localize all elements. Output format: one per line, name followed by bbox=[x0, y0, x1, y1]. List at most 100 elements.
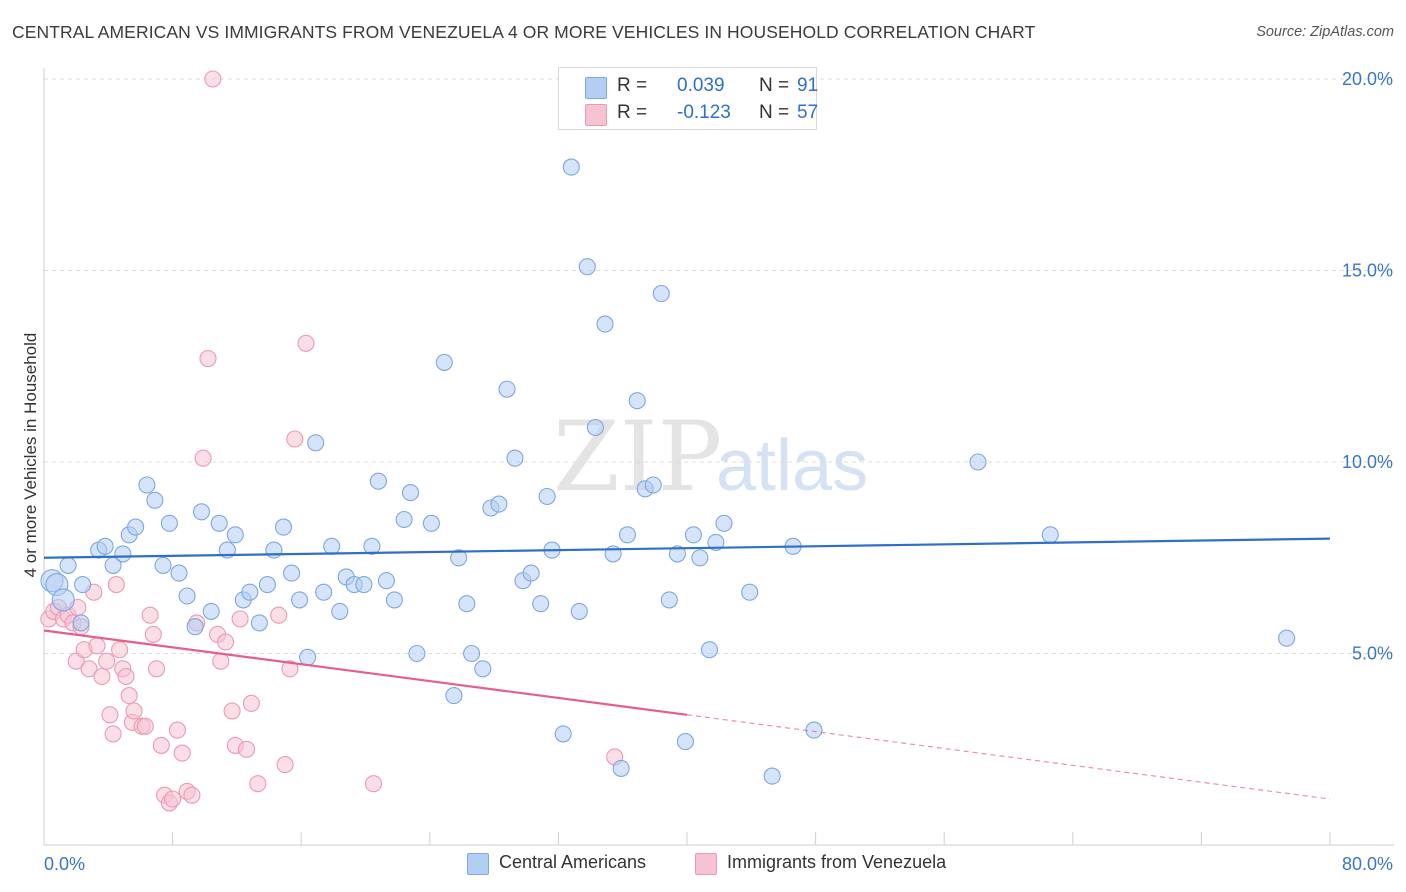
venezuela-point bbox=[173, 744, 191, 762]
venezuela-point bbox=[281, 660, 299, 678]
central-american-point bbox=[369, 472, 387, 490]
central-american-point bbox=[385, 591, 403, 609]
central-american-point bbox=[241, 583, 259, 601]
venezuela-point bbox=[237, 740, 256, 758]
venezuela-point bbox=[125, 702, 143, 720]
venezuela-point bbox=[217, 633, 235, 651]
central-american-point bbox=[586, 418, 604, 437]
blue-swatch bbox=[585, 77, 607, 99]
axes bbox=[43, 68, 1394, 846]
legend-label: Immigrants from Venezuela bbox=[727, 852, 947, 872]
central-american-point bbox=[570, 602, 588, 620]
r-label: R = bbox=[617, 75, 648, 96]
pink-swatch bbox=[585, 104, 607, 126]
venezuela-point bbox=[204, 70, 222, 88]
venezuela-point bbox=[111, 641, 129, 659]
central-american-point bbox=[691, 549, 709, 567]
y-tick-label: 15.0% bbox=[1342, 261, 1393, 281]
central-american-point bbox=[138, 476, 156, 494]
y-tick-label: 10.0% bbox=[1342, 452, 1393, 472]
central-american-point bbox=[596, 315, 614, 333]
grid bbox=[44, 78, 1394, 654]
source-label: Source: ZipAtlas.com bbox=[1256, 24, 1394, 40]
y-axis-label: 4 or more Vehicles in Household bbox=[21, 333, 40, 578]
venezuela-point bbox=[183, 786, 201, 804]
watermark-atlas: atlas bbox=[716, 426, 868, 506]
venezuela-point bbox=[286, 430, 304, 448]
central-american-point bbox=[192, 503, 211, 521]
central-american-point bbox=[554, 725, 572, 743]
n-value: 57 bbox=[797, 102, 819, 123]
venezuela-point bbox=[136, 717, 154, 735]
central-american-point bbox=[408, 644, 426, 663]
n-value: 91 bbox=[797, 75, 819, 96]
venezuela-point bbox=[141, 606, 159, 624]
venezuela-point bbox=[223, 702, 241, 720]
central-american-point bbox=[178, 587, 196, 605]
central-american-point bbox=[700, 641, 719, 659]
central-american-point bbox=[170, 564, 188, 582]
x-tick-label: 80.0% bbox=[1342, 854, 1393, 874]
central-american-point bbox=[258, 576, 276, 594]
central-american-point bbox=[490, 495, 508, 513]
central-american-point bbox=[51, 588, 75, 612]
venezuela-point bbox=[242, 694, 260, 712]
central-american-point bbox=[715, 514, 733, 532]
tick-labels: 5.0% 10.0% 15.0% 20.0% 0.0% 80.0% bbox=[44, 69, 1393, 874]
central-american-point bbox=[676, 733, 694, 751]
central-american-point bbox=[450, 549, 468, 567]
central-american-point bbox=[707, 533, 725, 551]
central-american-point bbox=[562, 158, 580, 176]
central-american-point bbox=[331, 602, 349, 620]
central-american-point bbox=[59, 556, 77, 574]
legend-pink-swatch bbox=[695, 853, 717, 875]
central-american-trend-line bbox=[43, 537, 1331, 559]
central-american-point bbox=[202, 602, 220, 620]
venezuela-point bbox=[98, 652, 116, 670]
venezuela-point bbox=[249, 775, 267, 793]
central-american-point bbox=[250, 614, 268, 632]
central-american-point bbox=[445, 687, 463, 705]
venezuela-point bbox=[270, 606, 288, 624]
x-tick-label: 0.0% bbox=[44, 854, 85, 874]
venezuela-point bbox=[297, 334, 315, 352]
central-american-point bbox=[612, 759, 630, 777]
central-american-point bbox=[741, 583, 759, 601]
central-american-point bbox=[532, 595, 550, 613]
venezuela-point bbox=[144, 625, 162, 643]
central-american-point bbox=[463, 644, 481, 663]
central-american-point bbox=[763, 767, 781, 785]
central-american-point bbox=[660, 591, 678, 609]
n-label: N = bbox=[759, 102, 790, 123]
central-american-point bbox=[274, 518, 293, 536]
central-american-points bbox=[40, 158, 1296, 785]
central-american-point bbox=[307, 434, 325, 452]
watermark-zip: ZIP bbox=[553, 401, 722, 513]
central-american-point bbox=[283, 564, 301, 582]
central-american-point bbox=[291, 591, 309, 609]
chart-title: CENTRAL AMERICAN VS IMMIGRANTS FROM VENE… bbox=[12, 22, 1036, 42]
central-american-point bbox=[401, 484, 420, 502]
y-tick-label: 20.0% bbox=[1342, 69, 1393, 89]
central-american-point bbox=[114, 545, 132, 563]
central-american-point bbox=[1278, 629, 1296, 647]
venezuela-point bbox=[147, 660, 166, 678]
central-american-point bbox=[474, 660, 492, 678]
central-american-point bbox=[458, 595, 476, 613]
venezuela-point bbox=[107, 576, 125, 594]
central-american-point bbox=[146, 491, 164, 509]
central-american-point bbox=[355, 576, 373, 594]
central-american-point bbox=[652, 284, 670, 303]
central-american-point bbox=[1041, 526, 1059, 544]
central-american-point bbox=[435, 353, 453, 371]
venezuela-trend-line bbox=[43, 629, 688, 716]
central-american-point bbox=[96, 537, 114, 555]
central-american-point bbox=[644, 476, 662, 494]
venezuela-point bbox=[364, 775, 383, 793]
central-american-point bbox=[363, 537, 381, 555]
venezuela-trend-extension bbox=[686, 714, 1331, 800]
central-american-point bbox=[226, 526, 244, 544]
r-label: R = bbox=[617, 102, 648, 123]
n-label: N = bbox=[759, 75, 790, 96]
venezuela-point bbox=[101, 706, 119, 724]
